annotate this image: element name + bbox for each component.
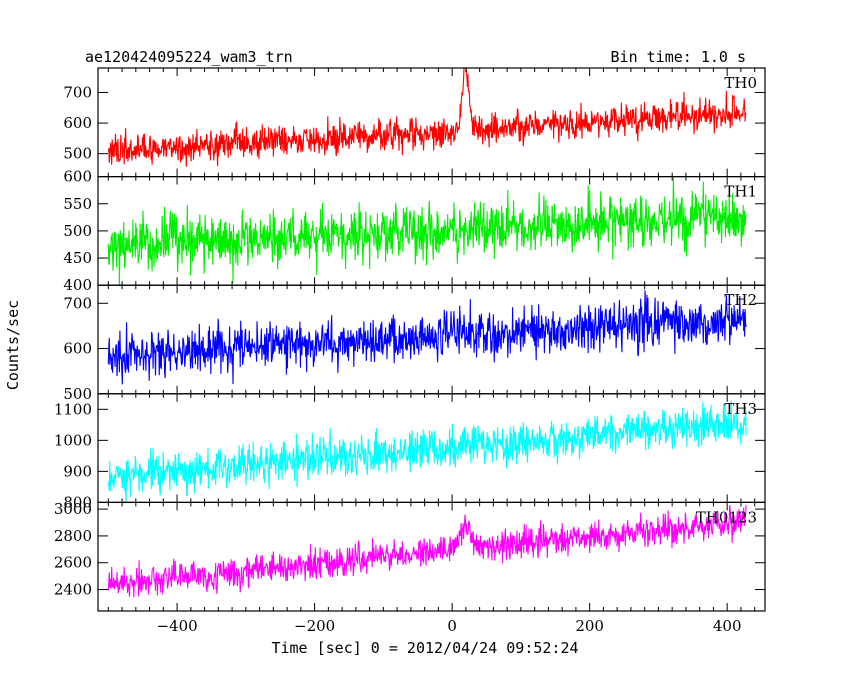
y-tick-label-th0123: 2600 [54,554,92,572]
panel-group: 500 600 700 TH0 400 450 500 550 600 TH1 500 600 700 T… [54,67,766,635]
panel-frame-th3 [97,393,766,503]
series-line-th0 [107,67,747,167]
panel-label-th0: TH0 [724,74,757,92]
bin-time-label: Bin time: 1.0 s [611,48,746,66]
y-tick-label-th0123: 2400 [54,581,92,599]
panel-label-th2: TH2 [724,291,757,309]
y-axis-label: Counts/sec [4,300,22,390]
y-tick-label-th3: 1000 [54,431,92,449]
y-tick-label-th2: 600 [63,340,92,358]
y-tick-label-th3: 900 [63,462,92,480]
x-tick-label: −400 [156,617,197,635]
series-line-th3 [107,400,747,503]
y-tick-label-th2: 700 [63,294,92,312]
y-tick-label-th3: 800 [63,493,92,511]
y-tick-label-th0: 600 [63,114,92,132]
y-tick-label-th0: 700 [63,83,92,101]
x-tick-label: 0 [447,617,457,635]
series-line-th0123 [107,505,747,598]
y-tick-label-th0: 500 [63,145,92,163]
x-tick-label: −200 [294,617,335,635]
y-tick-label-th1: 400 [63,276,92,294]
panel-frame-th0123 [97,501,766,612]
y-tick-label-th0123: 3000 [54,500,92,518]
y-tick-label-th1: 500 [63,222,92,240]
x-tick-label: 400 [713,617,742,635]
x-tick-label: 200 [575,617,604,635]
panel-label-th0123: TH0123 [696,508,757,526]
panel-label-th1: TH1 [724,183,757,201]
y-tick-label-th2: 500 [63,385,92,403]
y-tick-label-th1: 550 [63,195,92,213]
series-line-th2 [107,290,747,385]
y-tick-label-th1: 600 [63,168,92,186]
chart-title: ae120424095224_wam3_trn [85,48,293,66]
y-tick-label-th1: 450 [63,249,92,267]
series-line-th1 [107,176,747,286]
panel-label-th3: TH3 [724,400,757,418]
y-tick-label-th0123: 2800 [54,527,92,545]
x-axis-label: Time [sec] 0 = 2012/04/24 09:52:24 [271,639,578,657]
y-tick-label-th3: 1100 [54,400,92,418]
